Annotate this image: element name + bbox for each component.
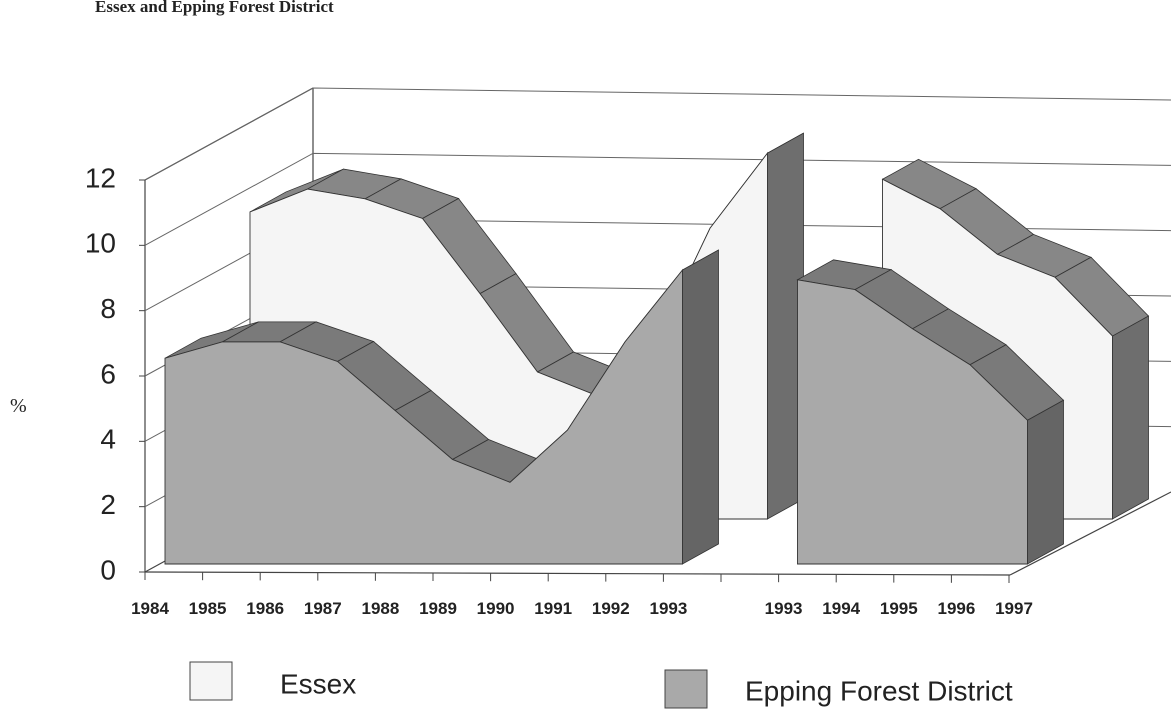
- series-1: [164, 249, 1065, 565]
- grid-line: [144, 87, 1171, 181]
- x-tick-label: 1986: [246, 599, 284, 618]
- legend-label: Essex: [280, 668, 356, 699]
- floor-edge: [1009, 491, 1171, 576]
- area-end-face: [682, 249, 719, 565]
- y-axis-label: %: [10, 395, 27, 417]
- grid-line: [144, 152, 1171, 246]
- x-tick-label: 1991: [534, 599, 572, 618]
- x-axis: [144, 571, 1011, 576]
- x-tick-label: 1987: [304, 599, 342, 618]
- x-tick-label: 1984: [131, 599, 169, 618]
- y-tick-label: 6: [100, 358, 116, 389]
- x-tick-label: 1997: [995, 599, 1033, 618]
- legend-label: Epping Forest District: [745, 675, 1013, 706]
- legend-swatch: [189, 661, 233, 701]
- chart-title: Essex and Epping Forest District: [95, 0, 334, 16]
- y-tick-label: 12: [85, 162, 116, 193]
- x-tick-label: 1985: [189, 599, 227, 618]
- x-tick-label: 1996: [937, 599, 975, 618]
- x-tick-label: 1988: [361, 599, 399, 618]
- area-end-face: [1027, 399, 1064, 565]
- x-tick-label: 1990: [477, 599, 515, 618]
- x-tick-label: 1995: [880, 599, 918, 618]
- x-tick-label: 1994: [822, 599, 860, 618]
- y-tick-label: 4: [100, 424, 116, 455]
- y-tick-label: 2: [100, 489, 116, 520]
- x-tick-label: 1993: [765, 599, 803, 618]
- legend-swatch: [664, 669, 708, 709]
- x-tick-label: 1993: [649, 599, 687, 618]
- area-end-face: [1112, 315, 1149, 520]
- x-tick-label: 1989: [419, 599, 457, 618]
- y-tick-label: 0: [100, 554, 116, 585]
- y-tick-label: 8: [100, 293, 116, 324]
- x-tick-label: 1992: [592, 599, 630, 618]
- y-tick-label: 10: [85, 228, 116, 259]
